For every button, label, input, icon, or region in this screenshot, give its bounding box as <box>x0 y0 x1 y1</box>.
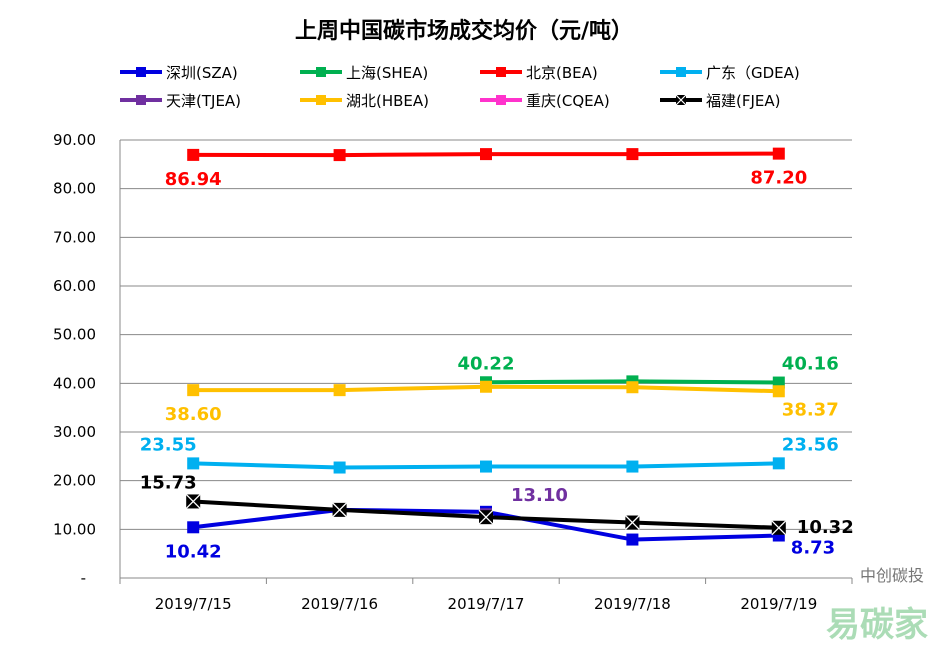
legend-marker <box>496 95 506 105</box>
y-tick-label: 40.00 <box>53 374 96 392</box>
y-tick-label: 90.00 <box>53 131 96 149</box>
data-point <box>187 457 200 470</box>
y-tick-label: 50.00 <box>53 326 96 344</box>
data-point <box>772 147 785 160</box>
data-label: 8.73 <box>791 538 835 559</box>
legend-label: 重庆(CQEA) <box>526 92 610 110</box>
legend-marker <box>136 67 146 77</box>
data-point-x-icon <box>185 493 201 509</box>
y-tick-label: 80.00 <box>53 180 96 198</box>
legend-marker <box>676 67 686 77</box>
legend-marker <box>316 95 326 105</box>
data-label: 10.42 <box>165 541 222 562</box>
watermark-brand: 易碳家 <box>826 605 928 645</box>
data-label: 23.55 <box>140 434 197 455</box>
data-label: 40.16 <box>782 354 839 375</box>
y-tick-label: 70.00 <box>53 228 96 246</box>
legend-marker <box>316 67 326 77</box>
watermark-source: 中创碳投 <box>859 566 924 585</box>
y-tick-label: - <box>81 569 86 587</box>
legend-label: 福建(FJEA) <box>706 92 781 110</box>
x-tick-label: 2019/7/17 <box>448 595 525 613</box>
chart-title: 上周中国碳市场成交均价（元/吨） <box>295 18 633 44</box>
y-tick-label: 60.00 <box>53 277 96 295</box>
legend-marker <box>496 67 506 77</box>
legend-label: 深圳(SZA) <box>166 64 238 82</box>
data-label: 87.20 <box>750 168 807 189</box>
x-tick-label: 2019/7/19 <box>740 595 817 613</box>
legend-marker <box>136 95 146 105</box>
data-label: 40.22 <box>458 353 515 374</box>
data-point <box>626 533 639 546</box>
legend-label: 广东（GDEA) <box>706 64 800 82</box>
data-label: 38.60 <box>165 404 222 425</box>
legend-label: 天津(TJEA) <box>166 92 241 110</box>
legend-label: 北京(BEA) <box>526 64 598 82</box>
data-point-x-icon <box>624 515 640 530</box>
data-label: 23.56 <box>782 434 839 455</box>
legend-x-icon <box>675 94 687 106</box>
data-point-x-icon <box>332 502 348 518</box>
legend-label: 湖北(HBEA) <box>346 92 429 110</box>
data-point <box>187 148 200 161</box>
x-tick-label: 2019/7/18 <box>594 595 671 613</box>
data-point <box>480 380 492 393</box>
data-point <box>333 461 346 474</box>
data-label: 86.94 <box>165 169 222 190</box>
data-point <box>187 521 200 534</box>
data-point <box>626 460 639 473</box>
y-tick-label: 20.00 <box>53 472 96 490</box>
data-point-x-icon <box>771 520 787 536</box>
data-point <box>626 148 639 161</box>
data-point <box>333 384 346 397</box>
data-point <box>626 381 639 394</box>
data-label: 15.73 <box>140 472 197 493</box>
data-label: 10.32 <box>797 517 854 538</box>
data-point <box>480 148 492 161</box>
y-tick-label: 10.00 <box>53 520 96 538</box>
x-tick-label: 2019/7/15 <box>155 595 232 613</box>
data-label: 38.37 <box>782 399 839 420</box>
y-tick-label: 30.00 <box>53 423 96 441</box>
data-point <box>187 384 200 397</box>
legend-label: 上海(SHEA) <box>346 64 428 82</box>
data-point-x-icon <box>478 509 494 525</box>
data-point <box>333 149 346 162</box>
data-point <box>480 460 492 473</box>
data-point <box>772 385 785 398</box>
data-point <box>772 457 785 470</box>
data-label: 13.10 <box>511 485 568 506</box>
x-tick-label: 2019/7/16 <box>301 595 378 613</box>
